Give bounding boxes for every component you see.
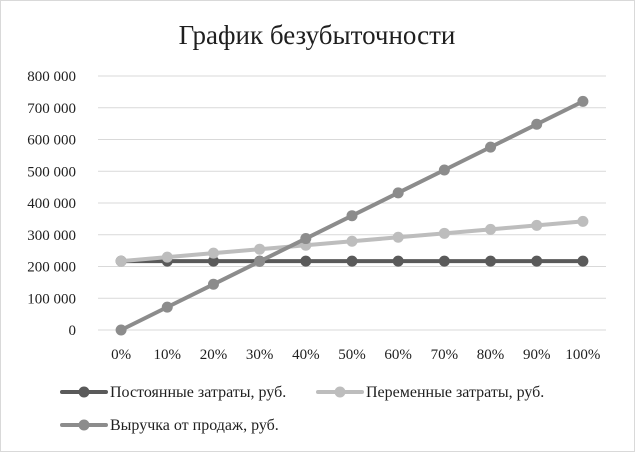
- legend-label: Переменные затраты, руб.: [366, 384, 544, 401]
- data-point: [531, 219, 543, 231]
- gridlines: [98, 75, 606, 331]
- data-point: [207, 278, 219, 290]
- data-point: [254, 243, 266, 255]
- data-point: [531, 118, 543, 130]
- x-tick-label: 100%: [565, 347, 600, 363]
- legend-label: Выручка от продаж, руб.: [110, 417, 279, 434]
- data-point: [485, 141, 497, 153]
- legend-swatch-marker: [78, 386, 90, 398]
- series-1: [115, 255, 589, 267]
- legend: Постоянные затраты, руб. Переменные затра…: [60, 384, 544, 434]
- data-point: [485, 255, 497, 267]
- x-tick-label: 80%: [477, 347, 505, 363]
- y-tick-label: 400 000: [27, 196, 76, 212]
- data-point: [300, 233, 312, 245]
- data-point: [346, 255, 358, 267]
- y-tick-label: 100 000: [27, 291, 76, 307]
- data-point: [577, 215, 589, 227]
- data-point: [346, 210, 358, 222]
- data-point: [392, 187, 404, 199]
- y-tick-label: 700 000: [27, 101, 76, 117]
- x-tick-label: 30%: [246, 347, 274, 363]
- x-tick-label: 40%: [292, 347, 320, 363]
- data-point: [531, 255, 543, 267]
- data-point: [207, 255, 219, 267]
- data-point: [438, 255, 450, 267]
- legend-item: Переменные затраты, руб.: [316, 384, 544, 401]
- data-point: [577, 255, 589, 267]
- x-tick-label: 90%: [523, 347, 551, 363]
- data-point: [346, 235, 358, 247]
- series-3: [115, 95, 589, 336]
- data-point: [115, 255, 127, 267]
- y-tick-label: 200 000: [27, 260, 76, 276]
- legend-label: Постоянные затраты, руб.: [110, 384, 286, 401]
- legend-swatch-marker: [78, 419, 90, 431]
- legend-item: Постоянные затраты, руб.: [60, 384, 286, 401]
- series-lines: [115, 95, 589, 336]
- y-tick-label: 500 000: [27, 164, 76, 180]
- data-point: [392, 231, 404, 243]
- y-tick-label: 800 000: [27, 69, 76, 85]
- data-point: [577, 95, 589, 107]
- data-point: [392, 255, 404, 267]
- data-point: [438, 227, 450, 239]
- data-point: [115, 324, 127, 336]
- x-tick-label: 60%: [384, 347, 412, 363]
- y-tick-label: 0: [69, 323, 77, 339]
- x-axis-ticks: 0% 10% 20% 30% 40% 50% 60% 70% 80% 90% 100%: [111, 347, 600, 363]
- x-tick-label: 0%: [111, 347, 131, 363]
- data-point: [254, 255, 266, 267]
- x-tick-label: 50%: [338, 347, 366, 363]
- data-point: [485, 223, 497, 235]
- y-tick-label: 300 000: [27, 228, 76, 244]
- y-tick-label: 600 000: [27, 133, 76, 149]
- chart-title: График безубыточности: [179, 20, 456, 50]
- data-point: [161, 251, 173, 263]
- x-tick-label: 20%: [200, 347, 228, 363]
- legend-swatch-marker: [334, 386, 346, 398]
- x-tick-label: 70%: [431, 347, 459, 363]
- data-point: [300, 255, 312, 267]
- x-tick-label: 10%: [154, 347, 182, 363]
- y-axis-ticks: 0 100 000 200 000 300 000 400 000 500 000 600 …: [27, 69, 76, 339]
- data-point: [438, 164, 450, 176]
- legend-item: Выручка от продаж, руб.: [60, 417, 279, 434]
- data-point: [161, 301, 173, 313]
- data-point: [207, 247, 219, 259]
